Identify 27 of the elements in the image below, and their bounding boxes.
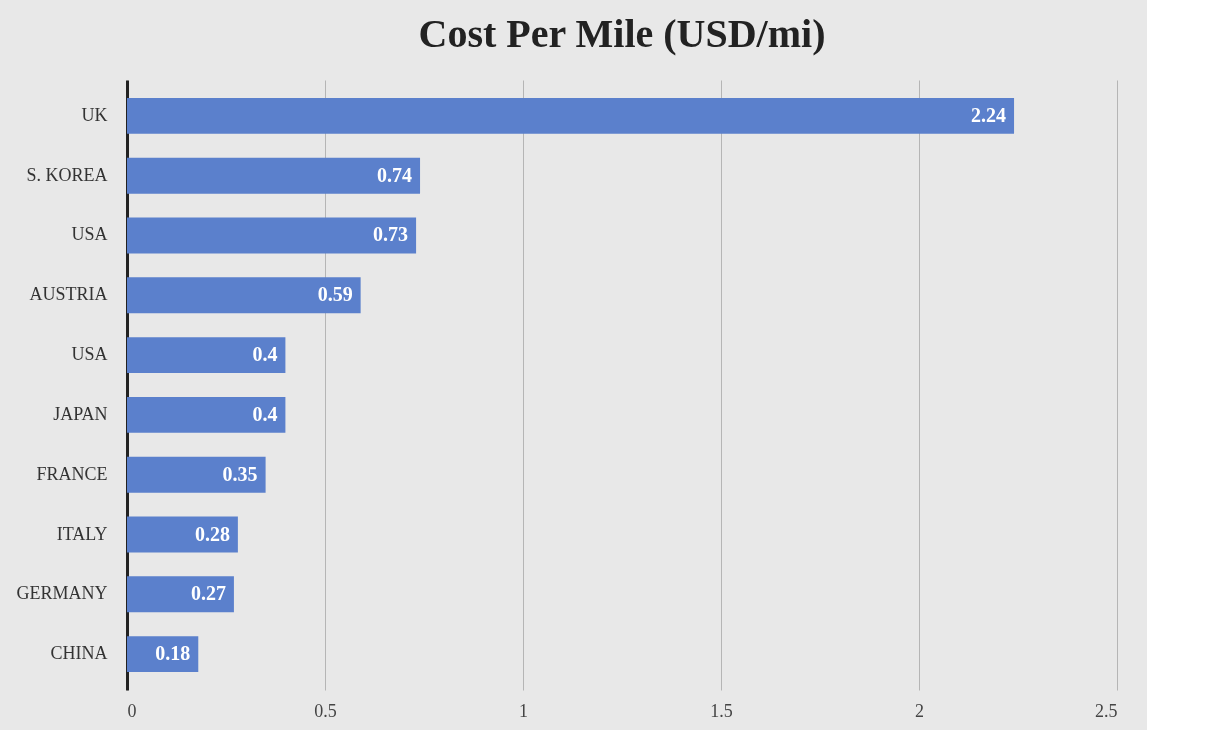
data-label: 0.59 [317,283,353,306]
data-label: 0.35 [222,462,258,485]
x-tick-label: 0 [127,700,137,721]
data-label: 0.4 [252,402,278,425]
data-label: 0.18 [155,642,191,665]
data-label: 0.28 [194,522,230,545]
y-tick-label: AUSTRIA [29,284,108,305]
x-tick-label: 1 [519,700,528,721]
y-tick-label: JAPAN [53,403,108,424]
x-tick-label: 2.5 [1095,700,1118,721]
data-label: 0.73 [373,223,409,246]
y-tick-label: USA [71,224,108,245]
x-tick-label: 0.5 [314,700,337,721]
y-tick-label: FRANCE [36,463,108,484]
y-tick-label: UK [81,104,108,125]
y-tick-label: S. KOREA [26,164,108,185]
y-tick-label: CHINA [50,643,108,664]
data-label: 0.74 [377,163,413,186]
y-tick-label: GERMANY [16,583,108,604]
chart-title: Cost Per Mile (USD/mi) [418,11,826,56]
data-label: 2.24 [971,103,1007,126]
data-label: 0.27 [190,582,226,605]
x-tick-label: 1.5 [710,700,733,721]
y-tick-label: USA [71,344,108,365]
data-label: 0.4 [252,343,278,366]
y-tick-label: ITALY [56,523,108,544]
x-tick-label: 2 [915,700,924,721]
